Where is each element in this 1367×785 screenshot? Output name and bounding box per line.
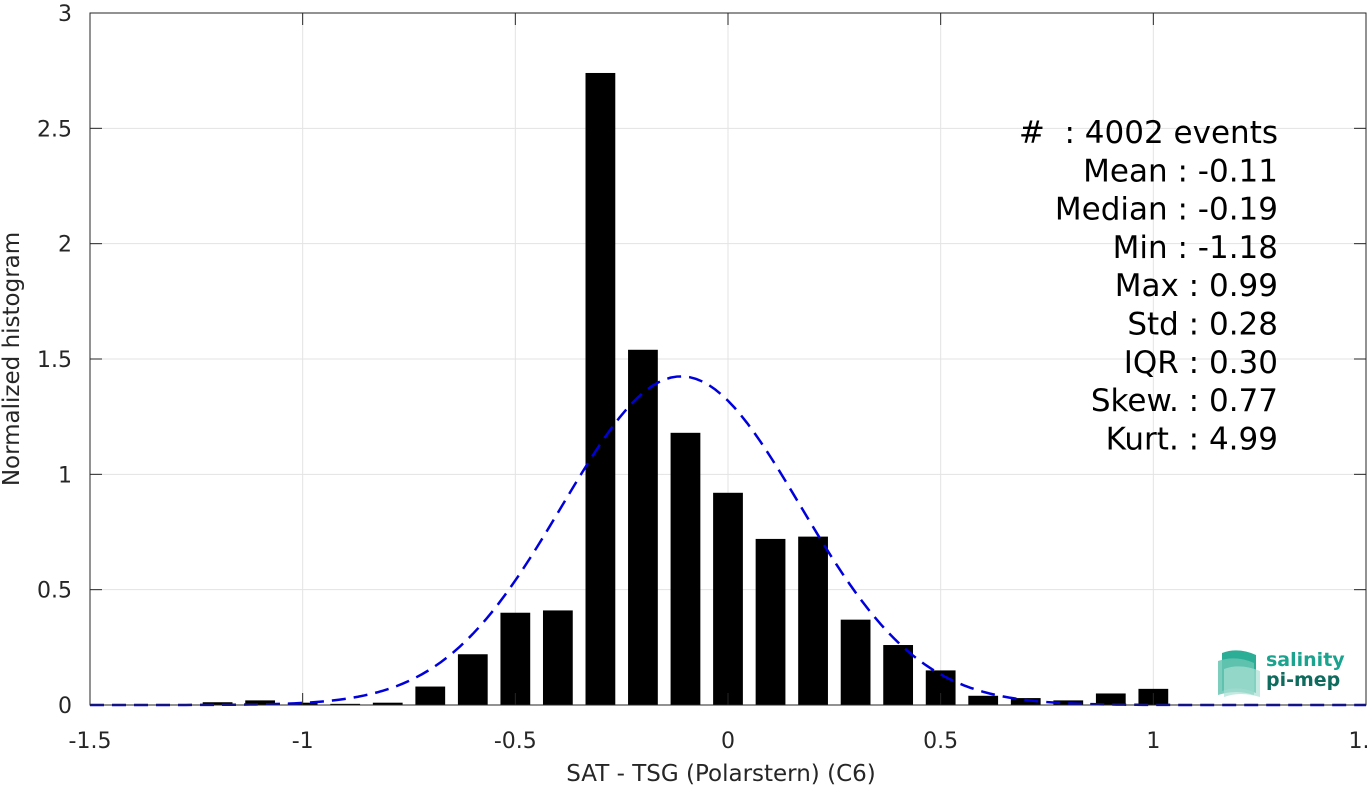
y-tick-labels: 0 0.5 1 1.5 2 2.5 3 [37,2,72,719]
y-tick-label: 1.5 [37,348,72,373]
histogram-bar [457,654,488,705]
histogram-bar [840,619,871,705]
histogram-bars [202,72,1169,706]
y-tick-label: 0 [58,694,72,719]
histogram-bar [500,612,531,705]
x-tick-label: 0.5 [923,729,958,754]
x-tick-label: 1.5 [1349,729,1367,754]
histogram-bar [202,702,233,705]
histogram-bar [968,695,999,705]
y-tick-label: 3 [58,2,72,27]
x-tick-label: -0.5 [494,729,537,754]
histogram-bar [670,432,701,705]
histogram-bar [372,702,403,705]
x-tick-label: -1.5 [69,729,112,754]
stat-line: Skew. : 0.77 [1091,383,1278,419]
gaussian-fit-curve [90,375,1366,707]
stat-line: Max : 0.99 [1115,268,1278,304]
histogram-bar [755,538,786,705]
histogram-bar [1010,698,1041,705]
histogram-bar [585,72,616,706]
logo-text-salinity: salinity [1266,649,1345,671]
axes-frame [89,12,1367,706]
histogram-bar [798,536,828,705]
histogram-bar [330,703,361,705]
stat-line: Min : -1.18 [1113,230,1278,266]
x-tick-label: 1 [1146,729,1160,754]
histogram-bar [713,492,743,705]
histogram-bar [628,349,658,705]
histogram-bar [542,610,573,705]
histogram-bar [245,700,276,705]
salinity-pi-mep-logo: salinity pi-mep [1218,649,1345,697]
stat-line: Mean : -0.11 [1083,153,1278,189]
histogram-bar [883,645,914,705]
y-tick-label: 0.5 [37,579,72,604]
logo-waves-icon [1218,650,1260,697]
y-tick-label: 2 [58,233,72,258]
x-tick-labels: -1.5 -1 -0.5 0 0.5 1 1.5 [69,729,1367,754]
x-tick-label: 0 [721,729,735,754]
y-tick-label: 2.5 [37,117,72,142]
stat-line: IQR : 0.30 [1124,345,1278,381]
histogram-bar [415,686,446,705]
x-tick-label: -1 [292,729,314,754]
stat-line: Std : 0.28 [1127,307,1278,343]
stat-line: Median : -0.19 [1055,192,1278,228]
stat-line: # : 4002 events [1019,115,1278,151]
x-axis-label: SAT - TSG (Polarstern) (C6) [566,761,875,785]
y-axis-label: Normalized histogram [0,232,25,486]
y-tick-label: 1 [58,463,72,488]
histogram-bar [1095,693,1126,705]
stat-line: Kurt. : 4.99 [1106,421,1278,457]
logo-text-pi-mep: pi-mep [1266,669,1340,691]
